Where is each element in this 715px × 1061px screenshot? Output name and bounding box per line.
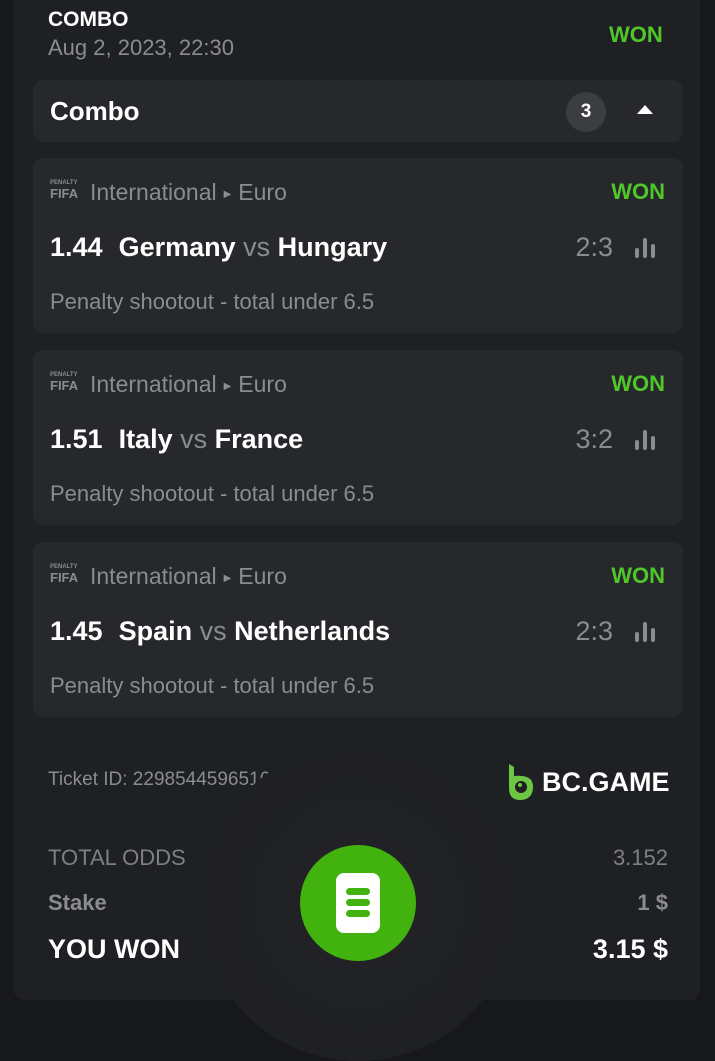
bet-date: Aug 2, 2023, 22:30 (48, 35, 234, 60)
bet-slip-icon (336, 873, 380, 933)
market: Penalty shootout - total under 6.5 (50, 289, 375, 314)
stats-icon[interactable] (635, 238, 659, 258)
fifa-logo-icon: PENALTY FIFA (50, 564, 79, 585)
stats-icon[interactable] (635, 430, 659, 450)
caret-right-icon: ▶ (223, 381, 232, 392)
stats-icon[interactable] (635, 622, 659, 642)
category: International (90, 563, 217, 589)
odds: 1.45 (50, 616, 103, 646)
odds: 1.51 (50, 424, 103, 454)
total-odds-label: TOTAL ODDS (48, 845, 186, 870)
won-value: 3.15 $ (592, 934, 668, 964)
stake-label: Stake (48, 890, 107, 915)
bet-status: WON (609, 22, 663, 47)
score: 2:3 (575, 616, 613, 646)
home-team: Germany (118, 232, 236, 262)
caret-right-icon: ▶ (223, 573, 232, 584)
league: Euro (238, 563, 287, 589)
selection-card: PENALTY FIFA International ▶ Euro WON 1.44 G… (33, 158, 683, 333)
selection-card: PENALTY FIFA International ▶ Euro WON 1.45 S… (33, 542, 683, 717)
home-team: Spain (118, 616, 193, 646)
match: 1.44 Germany vs Hungary (50, 232, 387, 263)
odds: 1.44 (50, 232, 103, 262)
vs: vs (199, 616, 227, 646)
combo-label: Combo (50, 96, 140, 126)
league: Euro (238, 371, 287, 397)
league-breadcrumb: International ▶ Euro (90, 563, 287, 590)
away-team: Hungary (277, 232, 388, 262)
match: 1.51 Italy vs France (50, 424, 303, 455)
selection-status: WON (611, 371, 665, 396)
selection-status: WON (611, 563, 665, 588)
total-odds-row: TOTAL ODDS 3.152 (48, 845, 668, 871)
won-label: YOU WON (48, 934, 180, 964)
selection-card: PENALTY FIFA International ▶ Euro WON 1.51 I… (33, 350, 683, 525)
away-team: Netherlands (234, 616, 391, 646)
selection-count-badge: 3 (566, 92, 606, 132)
fifa-logo-icon: PENALTY FIFA (50, 372, 79, 393)
bc-game-logo: BC.GAME (506, 762, 670, 802)
fifa-logo-icon: PENALTY FIFA (50, 180, 79, 201)
total-odds-value: 3.152 (612, 845, 668, 870)
category: International (90, 179, 217, 205)
stake-row: Stake 1 $ (48, 890, 668, 916)
chevron-up-icon[interactable] (637, 105, 653, 114)
score: 3:2 (575, 424, 613, 454)
caret-right-icon: ▶ (223, 189, 232, 200)
selection-status: WON (611, 179, 665, 204)
score: 2:3 (575, 232, 613, 262)
category: International (90, 371, 217, 397)
combo-toggle[interactable]: Combo 3 (33, 80, 683, 142)
bet-slip-button[interactable] (300, 845, 416, 961)
away-team: France (214, 424, 304, 454)
league-breadcrumb: International ▶ Euro (90, 371, 287, 398)
vs: vs (180, 424, 208, 454)
vs: vs (243, 232, 271, 262)
brand-name: BC.GAME (542, 766, 670, 797)
won-row: YOU WON 3.15 $ (48, 934, 668, 965)
league-breadcrumb: International ▶ Euro (90, 179, 287, 206)
bet-type: COMBO (48, 8, 129, 31)
league: Euro (238, 179, 287, 205)
match: 1.45 Spain vs Netherlands (50, 616, 390, 647)
home-team: Italy (118, 424, 173, 454)
market: Penalty shootout - total under 6.5 (50, 481, 375, 506)
market: Penalty shootout - total under 6.5 (50, 673, 375, 698)
bc-logo-icon (509, 764, 534, 800)
stake-value: 1 $ (637, 890, 668, 915)
